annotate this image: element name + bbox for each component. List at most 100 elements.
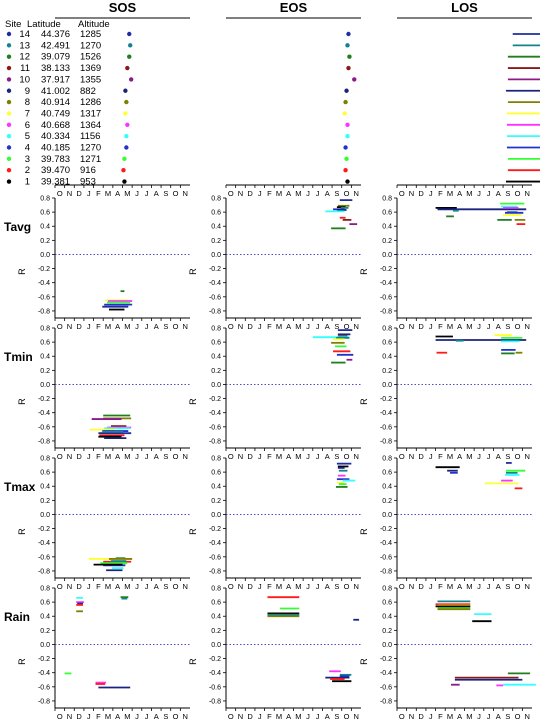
- row-label-rain: Rain: [4, 610, 30, 624]
- y-tick-label: 0.4: [382, 614, 392, 621]
- month-tick-label: J: [487, 712, 491, 721]
- month-tick-label: J: [145, 712, 149, 721]
- month-tick-label: A: [496, 582, 501, 591]
- month-tick-label: J: [135, 712, 139, 721]
- site-color-dot: [6, 43, 12, 48]
- month-tick-label: N: [409, 582, 414, 591]
- month-tick-label: D: [247, 582, 253, 591]
- month-tick-label: O: [173, 189, 179, 198]
- month-tick-label: O: [228, 322, 234, 331]
- y-tick-label: -0.6: [209, 554, 221, 561]
- month-tick-label: N: [67, 712, 72, 721]
- y-tick-label: -0.2: [380, 526, 392, 533]
- month-tick-label: J: [87, 189, 91, 198]
- site-table-header: Site: [5, 19, 21, 30]
- eos-date-marker: [343, 99, 348, 105]
- eos-date-marker: [343, 145, 348, 150]
- site-altitude: 882: [80, 86, 96, 97]
- site-latitude: 41.002: [41, 86, 70, 97]
- month-tick-label: O: [344, 322, 350, 331]
- month-tick-label: J: [306, 582, 310, 591]
- month-tick-label: S: [163, 452, 168, 461]
- month-tick-label: S: [334, 189, 339, 198]
- month-tick-label: N: [409, 189, 414, 198]
- month-tick-label: J: [429, 322, 433, 331]
- month-tick-label: J: [306, 322, 310, 331]
- y-tick-label: 0.4: [211, 354, 221, 361]
- month-tick-label: N: [182, 189, 187, 198]
- month-tick-label: O: [399, 322, 405, 331]
- month-tick-label: S: [505, 189, 510, 198]
- site-color-dot: [6, 156, 12, 162]
- month-tick-label: N: [238, 189, 243, 198]
- site-latitude: 37.917: [41, 74, 70, 85]
- y-tick-label: 0.6: [211, 340, 221, 347]
- y-tick-label: 0.6: [382, 600, 392, 607]
- month-tick-label: J: [145, 189, 149, 198]
- month-tick-label: J: [477, 582, 481, 591]
- month-tick-label: J: [487, 452, 491, 461]
- y-tick-label: -0.6: [38, 294, 50, 301]
- month-tick-label: J: [145, 452, 149, 461]
- site-altitude: 1286: [80, 97, 101, 108]
- column-title-eos: EOS: [280, 0, 308, 15]
- site-latitude: 40.185: [41, 143, 70, 154]
- y-tick-label: -0.6: [380, 554, 392, 561]
- month-tick-label: J: [258, 712, 262, 721]
- month-tick-label: N: [238, 452, 243, 461]
- y-tick-label: -0.2: [209, 526, 221, 533]
- site-color-dot: [6, 77, 12, 82]
- eos-date-marker: [344, 156, 349, 162]
- month-tick-label: M: [447, 582, 453, 591]
- month-tick-label: D: [247, 452, 253, 461]
- site-altitude: 1285: [80, 29, 101, 40]
- month-tick-label: D: [247, 322, 253, 331]
- month-tick-label: F: [438, 452, 443, 461]
- sos-date-marker: [122, 156, 127, 162]
- y-tick-label: -0.6: [380, 294, 392, 301]
- month-tick-label: M: [447, 189, 453, 198]
- y-tick-label: -0.4: [38, 280, 50, 287]
- y-tick-label: 0.4: [382, 354, 392, 361]
- month-tick-label: N: [182, 582, 187, 591]
- month-tick-label: N: [67, 582, 72, 591]
- month-tick-label: A: [457, 582, 462, 591]
- y-tick-label: -0.4: [38, 670, 50, 677]
- month-tick-label: J: [306, 712, 310, 721]
- month-tick-label: J: [316, 582, 320, 591]
- site-color-dot: [6, 54, 12, 59]
- month-tick-label: N: [353, 452, 358, 461]
- site-altitude: 953: [80, 177, 96, 188]
- y-tick-label: 0.8: [40, 196, 50, 203]
- y-tick-label: -0.6: [38, 684, 50, 691]
- month-tick-label: J: [429, 452, 433, 461]
- site-number: 2: [25, 165, 30, 176]
- month-tick-label: O: [399, 712, 405, 721]
- y-tick-label: -0.4: [380, 670, 392, 677]
- y-tick-label: 0.0: [382, 252, 392, 259]
- month-tick-label: N: [182, 322, 187, 331]
- month-tick-label: D: [76, 582, 82, 591]
- site-latitude: 39.783: [41, 154, 70, 165]
- month-tick-label: M: [276, 322, 282, 331]
- y-tick-label: 0.0: [211, 642, 221, 649]
- month-tick-label: S: [334, 452, 339, 461]
- site-latitude: 39.470: [41, 165, 70, 176]
- month-tick-label: O: [173, 582, 179, 591]
- month-tick-label: O: [399, 452, 405, 461]
- site-number: 10: [19, 74, 30, 85]
- month-tick-label: N: [67, 322, 72, 331]
- month-tick-label: M: [276, 582, 282, 591]
- y-tick-label: -0.8: [209, 438, 221, 445]
- month-tick-label: A: [286, 712, 291, 721]
- month-tick-label: M: [295, 322, 301, 331]
- y-tick-label: -0.8: [38, 308, 50, 315]
- month-tick-label: O: [173, 452, 179, 461]
- site-number: 7: [25, 108, 30, 119]
- y-tick-label: -0.2: [380, 266, 392, 273]
- month-tick-label: S: [163, 712, 168, 721]
- month-tick-label: M: [276, 189, 282, 198]
- row-label-tmin: Tmin: [4, 350, 33, 364]
- y-tick-label: 0.0: [211, 512, 221, 519]
- y-tick-label: 0.2: [211, 238, 221, 245]
